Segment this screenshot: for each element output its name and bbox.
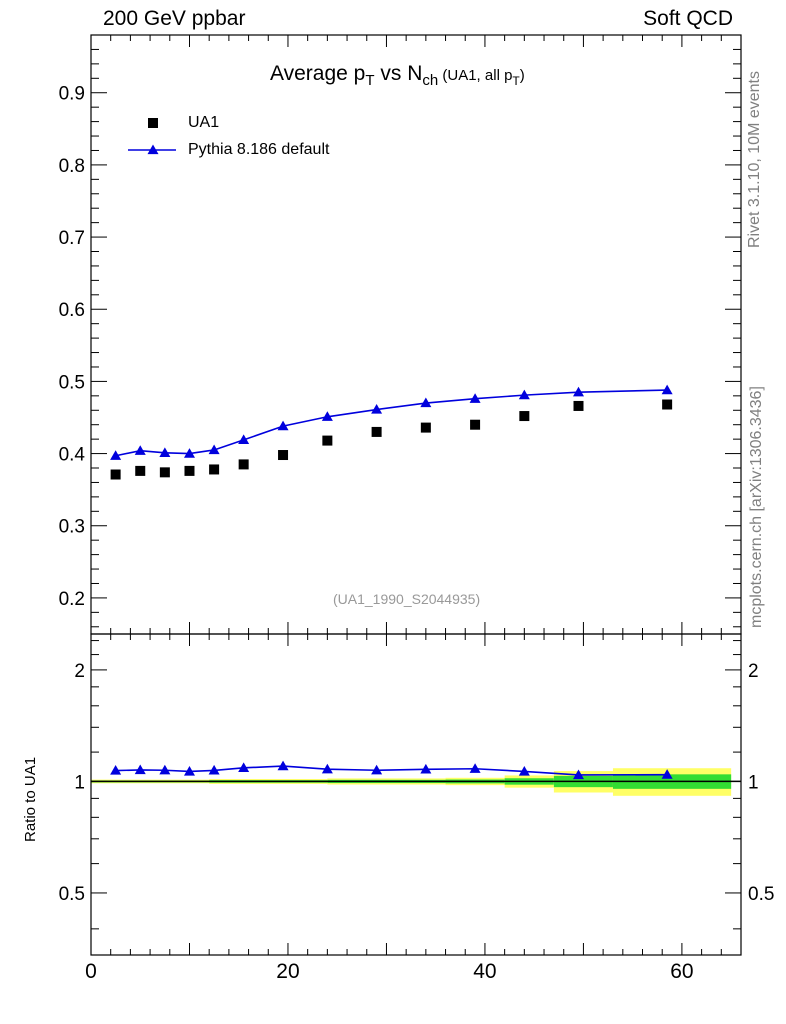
ratio-plot-frame	[90, 633, 742, 956]
data-point	[573, 400, 584, 411]
y-tick-label: 0.7	[59, 228, 85, 249]
mc-point	[371, 404, 383, 414]
mc-point	[238, 434, 250, 444]
ratio-mc-line	[115, 765, 668, 776]
ratio-y-tick-label-right: 2	[748, 661, 759, 682]
mc-line	[115, 389, 668, 457]
chart-marks	[110, 384, 673, 780]
analysis-id: (UA1_1990_S2044935)	[333, 591, 481, 607]
data-point	[470, 419, 481, 430]
x-tick-label: 20	[276, 960, 299, 983]
ratio-y-tick-label-left: 0.5	[59, 884, 85, 905]
mc-point	[518, 389, 530, 400]
ratio-mc-point	[134, 764, 146, 775]
ratio-mc-point	[238, 762, 250, 772]
ratio-mc-point	[518, 765, 530, 776]
y-tick-label: 0.8	[59, 156, 85, 177]
y-tick-label: 0.9	[59, 84, 85, 105]
mc-point	[110, 450, 122, 460]
mc-point	[159, 447, 171, 457]
header-right: Soft QCD	[643, 7, 733, 30]
mc-point	[661, 384, 673, 395]
legend-symbols	[128, 118, 176, 155]
x-tick-label: 60	[670, 960, 693, 983]
data-point	[184, 465, 195, 476]
y-tick-label: 0.3	[59, 517, 85, 538]
data-point	[159, 467, 170, 478]
title-main: Average p	[270, 62, 366, 85]
mc-point	[277, 420, 289, 431]
ratio-y-tick-label-left: 2	[74, 661, 85, 682]
ratio-mc-point	[183, 765, 195, 776]
mc-point	[321, 411, 333, 421]
data-point	[662, 399, 673, 410]
title-vs: vs N	[374, 62, 423, 85]
ratio-mc-point	[420, 763, 432, 774]
ratio-y-axis-label: Ratio to UA1	[22, 756, 39, 842]
ratio-mc-point	[159, 764, 171, 775]
title-sub-1: T	[365, 72, 375, 90]
plot-title: Average pT vs Nch (UA1, all pT)	[270, 62, 525, 89]
legend-mc-label: Pythia 8.186 default	[188, 141, 330, 158]
title-tail-open: (UA1, all p	[438, 67, 513, 84]
data-point	[135, 465, 146, 476]
ratio-mc-point	[277, 760, 289, 771]
y-tick-label: 0.4	[59, 445, 86, 466]
legend-data-label: UA1	[188, 114, 220, 131]
x-tick-label: 0	[85, 960, 97, 983]
data-point	[322, 435, 333, 446]
data-point	[519, 411, 530, 422]
ratio-mc-point	[208, 764, 220, 775]
data-point	[371, 426, 382, 437]
y-tick-label: 0.6	[59, 300, 85, 321]
ratio-mc-point	[110, 765, 122, 775]
ratio-mc-point	[371, 764, 383, 775]
ratio-y-tick-label-left: 1	[74, 772, 85, 793]
header-left: 200 GeV ppbar	[103, 7, 246, 30]
title-tail-close: )	[519, 67, 525, 84]
mc-point	[573, 386, 584, 397]
legend-data-marker	[148, 118, 158, 128]
title-sub-3: T	[512, 74, 520, 89]
axes: 0 20 40 60 0.2 0.3 0.4 0.5 0.6 0.7 0.8 0.9 0.5 0.5 1 1 2…	[59, 34, 774, 983]
y-tick-label: 0.5	[59, 372, 85, 393]
x-tick-label: 40	[473, 960, 496, 983]
mc-point	[183, 448, 195, 458]
data-point	[209, 464, 220, 475]
mc-point	[134, 445, 146, 455]
ratio-y-tick-label-right: 1	[748, 772, 759, 793]
y-tick-label: 0.2	[59, 589, 85, 610]
ratio-y-tick-label-right: 0.5	[748, 884, 774, 905]
mc-point	[469, 393, 481, 403]
ratio-uncertainty-band	[91, 768, 741, 796]
legend-mc-marker	[147, 144, 159, 155]
title-sub-2: ch	[422, 72, 439, 90]
data-point	[238, 459, 249, 470]
mcplots-info: mcplots.cern.ch [arXiv:1306.3436]	[748, 386, 765, 628]
data-point	[110, 469, 121, 480]
ratio-mc-point	[469, 763, 481, 773]
ratio-mc-point	[573, 769, 584, 780]
rivet-info: Rivet 3.1.10, 10M events	[746, 71, 763, 248]
data-point	[420, 422, 431, 433]
mc-point	[420, 397, 432, 408]
data-point	[278, 450, 289, 461]
mc-point	[208, 444, 220, 455]
ratio-mc-point	[661, 769, 673, 779]
ratio-mc-point	[321, 763, 333, 774]
